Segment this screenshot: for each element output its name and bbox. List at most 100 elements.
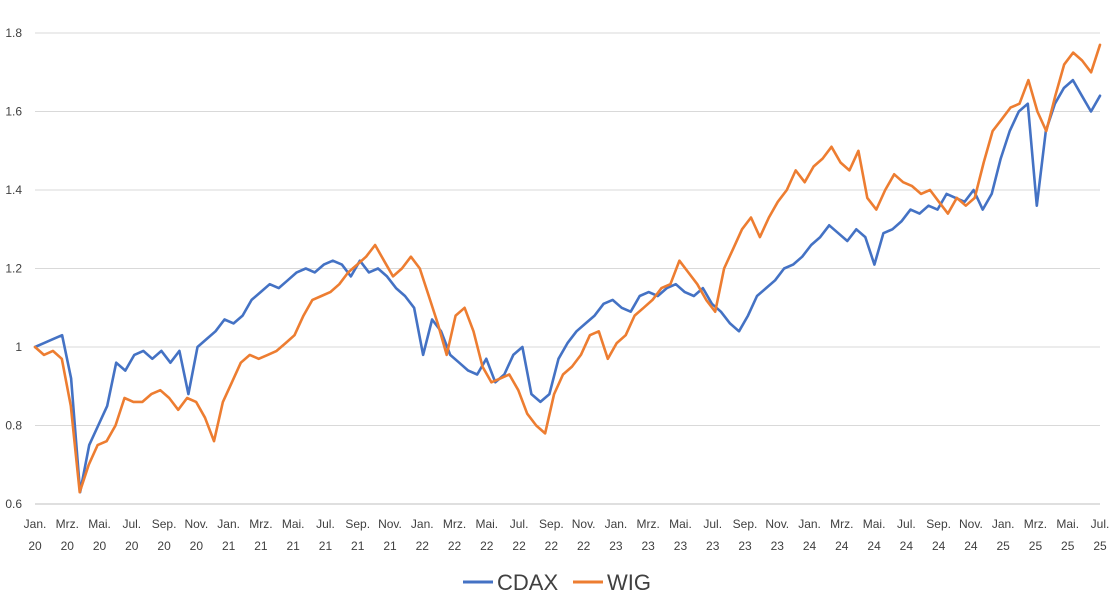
x-tick-year: 24 [964, 539, 978, 553]
x-tick-year: 20 [61, 539, 75, 553]
series-line-wig [33, 43, 1102, 494]
x-tick-year: 25 [1061, 539, 1075, 553]
x-tick-year: 21 [254, 539, 268, 553]
x-tick-month: Mai. [669, 517, 692, 531]
x-tick-month: Sep. [345, 517, 370, 531]
x-tick-label: Mrz. 21 [249, 517, 272, 553]
x-tick-year: 20 [190, 539, 204, 553]
x-tick-year: 25 [1029, 539, 1043, 553]
x-tick-month: Jul. [1091, 517, 1110, 531]
y-tick-label: 0.6 [5, 497, 22, 511]
x-tick-month: Mai. [88, 517, 111, 531]
y-tick-label: 1.8 [5, 26, 22, 40]
legend-label: CDAX [497, 570, 558, 595]
x-tick-year: 22 [416, 539, 430, 553]
x-tick-year: 23 [706, 539, 720, 553]
x-tick-year: 22 [448, 539, 462, 553]
x-tick-label: Jan. 25 [992, 517, 1015, 553]
x-tick-month: Nov. [572, 517, 596, 531]
series-line-cdax [33, 78, 1102, 494]
x-tick-year: 22 [480, 539, 494, 553]
x-tick-label: Jul. 24 [897, 517, 916, 553]
x-tick-year: 23 [738, 539, 752, 553]
x-tick-label: Nov. 23 [765, 517, 789, 553]
x-tick-month: Mrz. [443, 517, 466, 531]
x-tick-label: Jul. 22 [510, 517, 529, 553]
x-tick-label: Sep. 20 [152, 517, 177, 553]
x-tick-label: Sep. 22 [539, 517, 564, 553]
x-tick-label: Sep. 24 [926, 517, 951, 553]
y-axis-ticks: 0.6 0.8 1 1.2 1.4 1.6 1.8 [5, 26, 22, 511]
x-tick-month: Jul. [510, 517, 529, 531]
x-tick-month: Mrz. [830, 517, 853, 531]
legend: CDAX WIG [463, 570, 651, 595]
x-tick-label: Nov. 24 [959, 517, 983, 553]
x-tick-year: 24 [803, 539, 817, 553]
x-tick-year: 20 [125, 539, 139, 553]
x-tick-label: Jul. 21 [316, 517, 335, 553]
x-tick-label: Mrz. 24 [830, 517, 853, 553]
x-tick-label: Sep. 21 [345, 517, 370, 553]
x-tick-month: Mrz. [56, 517, 79, 531]
x-tick-year: 20 [28, 539, 42, 553]
x-tick-month: Jan. [992, 517, 1015, 531]
x-tick-label: Jan. 21 [217, 517, 240, 553]
x-tick-month: Jul. [122, 517, 141, 531]
x-tick-label: Mrz. 25 [1024, 517, 1047, 553]
x-tick-month: Sep. [152, 517, 177, 531]
x-tick-label: Jul. 20 [122, 517, 141, 553]
x-tick-year: 25 [1093, 539, 1107, 553]
x-axis-ticks: Jan.20Mrz.20Mai.20Jul.20Sep.20Nov.20Jan.… [24, 517, 1110, 553]
x-tick-label: Mrz. 22 [443, 517, 466, 553]
x-tick-year: 25 [997, 539, 1011, 553]
x-tick-year: 21 [383, 539, 397, 553]
x-tick-month: Sep. [926, 517, 951, 531]
legend-item-wig: WIG [573, 570, 651, 595]
x-tick-label: Nov. 21 [378, 517, 402, 553]
x-tick-year: 21 [351, 539, 365, 553]
x-tick-month: Jan. [411, 517, 434, 531]
x-tick-label: Mai. 24 [863, 517, 886, 553]
x-tick-month: Sep. [539, 517, 564, 531]
x-tick-month: Jan. [798, 517, 821, 531]
legend-label: WIG [607, 570, 651, 595]
gridlines [35, 32, 1100, 505]
x-tick-month: Mai. [1056, 517, 1079, 531]
x-tick-year: 20 [93, 539, 107, 553]
x-tick-month: Mai. [863, 517, 886, 531]
x-tick-label: Sep. 23 [733, 517, 758, 553]
x-tick-month: Sep. [733, 517, 758, 531]
x-tick-month: Nov. [378, 517, 402, 531]
x-tick-year: 20 [157, 539, 171, 553]
x-tick-month: Nov. [959, 517, 983, 531]
x-tick-label: Jan. 23 [605, 517, 628, 553]
x-tick-year: 24 [867, 539, 881, 553]
x-tick-label: Jan. 22 [411, 517, 434, 553]
x-tick-month: Jan. [217, 517, 240, 531]
y-tick-label: 1.2 [5, 262, 22, 276]
x-tick-month: Jul. [316, 517, 335, 531]
x-tick-year: 22 [545, 539, 559, 553]
x-tick-year: 24 [932, 539, 946, 553]
x-tick-year: 22 [512, 539, 526, 553]
x-tick-label: Jul. 25 [1091, 517, 1110, 553]
x-tick-month: Jul. [897, 517, 916, 531]
x-tick-month: Nov. [184, 517, 208, 531]
x-tick-label: Jul. 23 [703, 517, 722, 553]
x-tick-label: Mrz. 20 [56, 517, 79, 553]
x-tick-year: 23 [609, 539, 623, 553]
x-tick-label: Mai. 25 [1056, 517, 1079, 553]
x-tick-month: Jul. [703, 517, 722, 531]
series-lines [33, 43, 1102, 494]
x-tick-label: Nov. 22 [572, 517, 596, 553]
x-tick-month: Mrz. [249, 517, 272, 531]
x-tick-year: 23 [674, 539, 688, 553]
x-tick-month: Jan. [605, 517, 628, 531]
x-tick-label: Jan. 20 [24, 517, 47, 553]
x-tick-month: Jan. [24, 517, 47, 531]
y-tick-label: 1 [15, 340, 22, 354]
x-tick-year: 21 [319, 539, 333, 553]
x-tick-label: Mai. 21 [282, 517, 305, 553]
y-tick-label: 1.6 [5, 105, 22, 119]
